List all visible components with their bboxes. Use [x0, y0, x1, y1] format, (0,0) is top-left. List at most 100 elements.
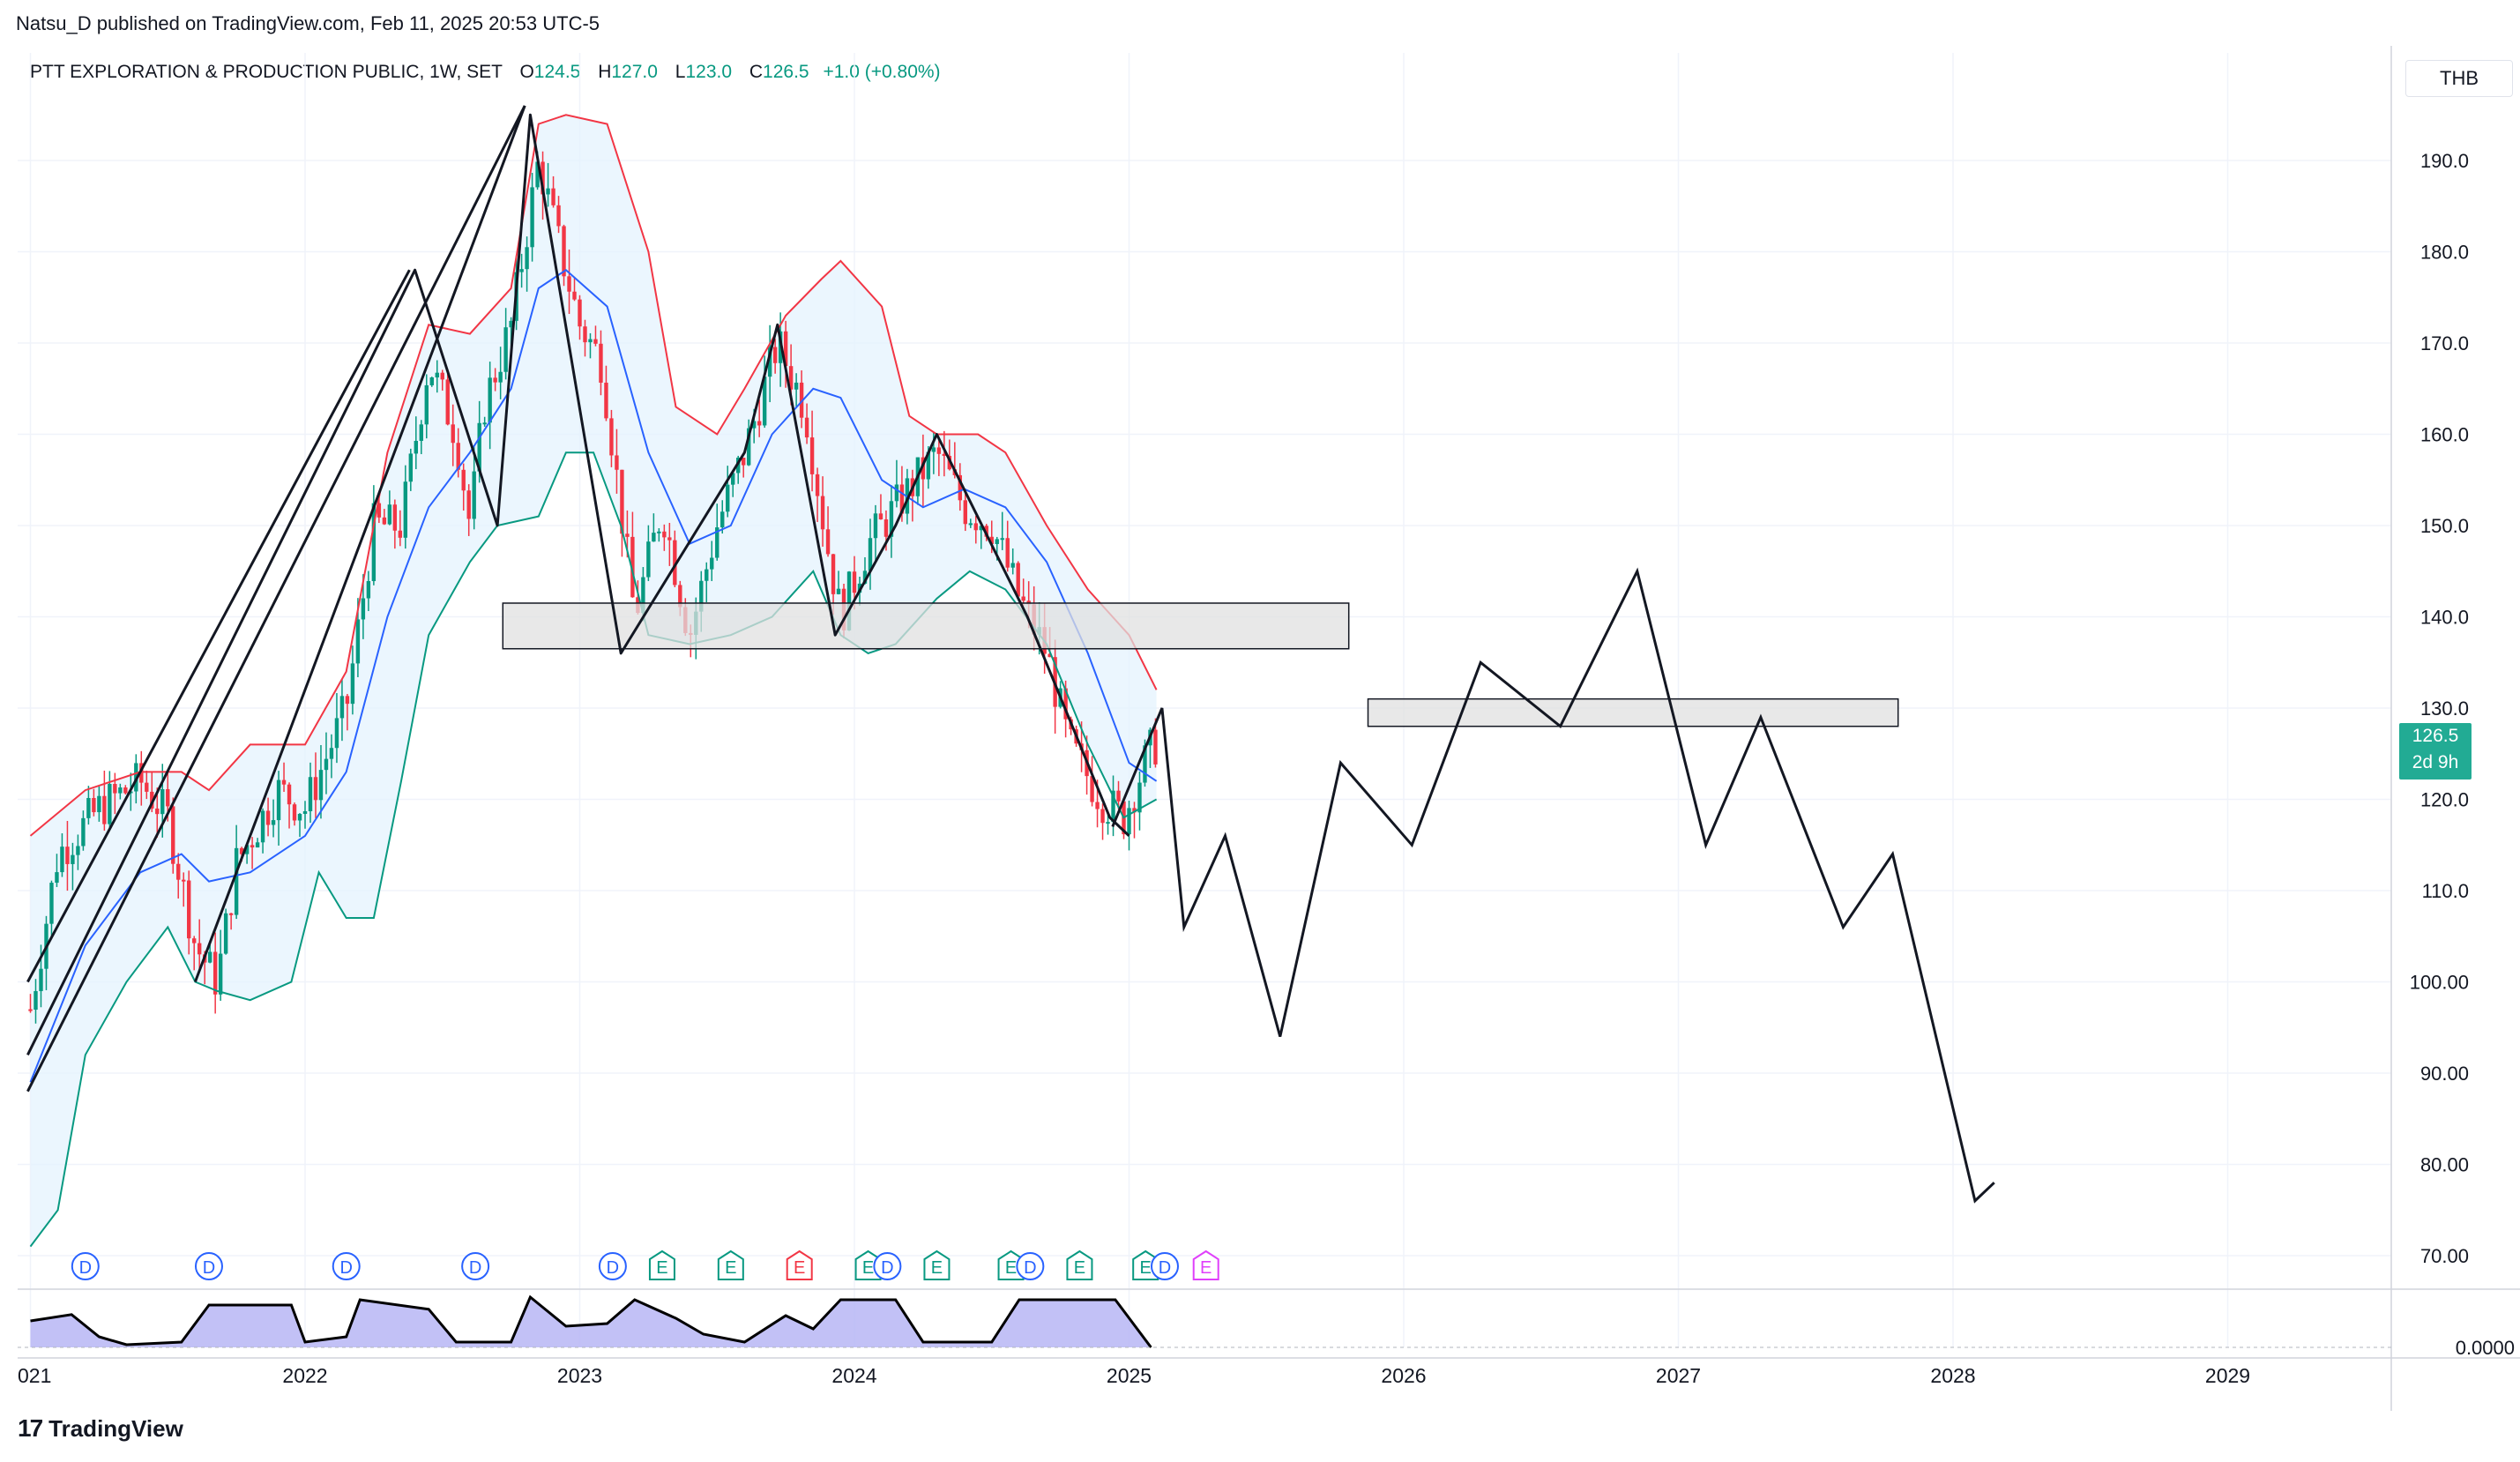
tradingview-logo[interactable]: 17 TradingView [18, 1414, 183, 1443]
price-tick-label: 80.00 [2420, 1154, 2469, 1176]
candle-body [662, 531, 667, 538]
event-label: D [607, 1258, 619, 1278]
time-tick-label: 2024 [831, 1364, 876, 1387]
candle-body [218, 953, 223, 995]
earnings-marker[interactable]: E [1066, 1249, 1093, 1280]
low-label: L [675, 62, 686, 82]
dividend-marker[interactable]: D [873, 1252, 902, 1280]
price-tick-label: 190.0 [2420, 150, 2469, 172]
currency-button[interactable]: THB [2405, 60, 2513, 97]
candle-body [113, 784, 117, 794]
candle-body [308, 777, 313, 811]
candle-body [445, 379, 450, 425]
candle-body [166, 789, 170, 807]
candle-body [350, 663, 355, 705]
candle-body [192, 938, 197, 944]
candle-body [345, 696, 350, 705]
earnings-badge [786, 1249, 813, 1280]
brand-name: TradingView [48, 1414, 183, 1442]
candle-body [302, 810, 308, 815]
time-tick-label: 2025 [1107, 1364, 1152, 1387]
price-tick-label: 140.0 [2420, 607, 2469, 629]
candle-body [1016, 563, 1020, 597]
candle-body [292, 804, 297, 821]
earnings-marker[interactable]: E [923, 1249, 951, 1280]
candle-body [720, 511, 725, 528]
candle-body [86, 797, 91, 818]
candle-body [244, 845, 250, 854]
candle-body [403, 481, 408, 538]
candle-body [625, 533, 630, 537]
candle-body [39, 968, 43, 991]
candle-body [28, 1009, 33, 1011]
candle-body [562, 226, 566, 277]
dividend-marker[interactable]: D [461, 1252, 490, 1280]
candle-body [118, 787, 123, 794]
candle-body [942, 453, 947, 456]
dividend-marker[interactable]: D [598, 1252, 627, 1280]
dividend-marker[interactable]: D [1150, 1252, 1179, 1280]
support-zone-rectangle [502, 602, 1350, 650]
earnings-marker[interactable]: E [854, 1249, 882, 1280]
candle-body [673, 540, 677, 586]
candle-body [1143, 745, 1147, 783]
candle-body [398, 530, 403, 538]
bollinger-band-fill [30, 115, 1157, 1247]
earnings-marker[interactable]: E [997, 1249, 1025, 1280]
candle-body [989, 536, 994, 544]
candle-body [799, 382, 804, 418]
candle-body [313, 777, 318, 801]
candle-body [377, 503, 382, 518]
candle-body [831, 554, 836, 594]
candle-body [894, 484, 899, 502]
candle-body [519, 269, 524, 272]
candle-body [509, 320, 513, 328]
earnings-marker[interactable]: E [1192, 1249, 1219, 1280]
candle-body [525, 247, 529, 270]
candle-body [171, 806, 175, 864]
drawing-lines[interactable] [26, 105, 1995, 1204]
candle-body [1010, 563, 1015, 568]
earnings-badge [1066, 1249, 1093, 1280]
candle-body [366, 581, 371, 599]
earnings-marker[interactable]: E [786, 1249, 813, 1280]
price-tick-label: 100.00 [2410, 972, 2469, 994]
earnings-marker[interactable]: E [717, 1249, 744, 1280]
dividend-marker[interactable]: D [71, 1252, 100, 1280]
symbol-title: PTT EXPLORATION & PRODUCTION PUBLIC, 1W,… [30, 62, 503, 82]
dividend-circle [71, 1252, 100, 1280]
dividend-marker[interactable]: D [194, 1252, 223, 1280]
candle-body [440, 372, 444, 380]
candle-body [65, 847, 70, 864]
candle-body [339, 696, 345, 719]
candle-body [1116, 790, 1121, 802]
candle-body [212, 951, 218, 995]
candle-body [76, 846, 80, 855]
support-zones[interactable] [502, 602, 1899, 727]
candle-body [60, 847, 64, 873]
event-label: D [203, 1258, 215, 1278]
dividend-marker[interactable]: D [1016, 1252, 1045, 1280]
candle-body [371, 503, 377, 582]
candle-body [276, 779, 281, 821]
earnings-marker[interactable]: E [1132, 1249, 1159, 1280]
dividend-marker[interactable]: D [332, 1252, 361, 1280]
countdown: 2d 9h [2412, 752, 2459, 772]
candle-body [889, 501, 894, 537]
candle-body [329, 748, 334, 759]
candle-body [846, 571, 852, 630]
candle-body [182, 879, 186, 882]
candle-body [652, 533, 656, 542]
candle-body [1090, 776, 1094, 802]
candle-body [482, 422, 487, 425]
candle-body [746, 428, 751, 466]
event-label: E [725, 1258, 736, 1278]
earnings-marker[interactable]: E [648, 1249, 675, 1280]
candle-body [836, 588, 841, 594]
candle-body [926, 451, 931, 480]
symbol-legend: PTT EXPLORATION & PRODUCTION PUBLIC, 1W,… [30, 62, 941, 83]
candle-body [731, 473, 735, 485]
candle-body [667, 537, 672, 541]
